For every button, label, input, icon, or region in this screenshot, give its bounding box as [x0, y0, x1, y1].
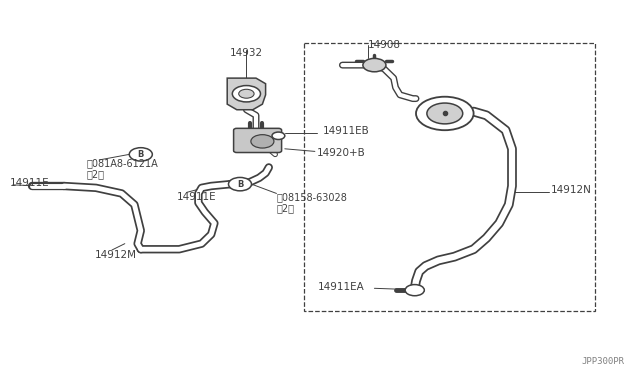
Text: 14908: 14908 — [367, 40, 401, 50]
Text: JPP300PR: JPP300PR — [581, 357, 624, 366]
FancyBboxPatch shape — [234, 128, 282, 153]
Text: 14911EB: 14911EB — [323, 126, 370, 136]
Text: 14911E: 14911E — [10, 178, 49, 188]
Polygon shape — [227, 78, 266, 110]
Circle shape — [251, 135, 274, 148]
FancyBboxPatch shape — [304, 43, 595, 311]
Circle shape — [405, 285, 424, 296]
Circle shape — [363, 58, 386, 72]
Text: 14932: 14932 — [230, 48, 263, 58]
Circle shape — [416, 97, 474, 130]
Text: 14912N: 14912N — [550, 186, 591, 195]
Circle shape — [272, 132, 285, 140]
Circle shape — [228, 177, 252, 191]
Text: （2）: （2） — [276, 203, 294, 214]
Circle shape — [239, 89, 254, 98]
Circle shape — [427, 103, 463, 124]
Text: B: B — [237, 180, 243, 189]
Text: B: B — [138, 150, 144, 159]
Text: （2）: （2） — [86, 169, 104, 179]
Text: 14912M: 14912M — [95, 250, 137, 260]
Text: Ⓑ081A8-6121A: Ⓑ081A8-6121A — [86, 158, 158, 168]
Text: 14911E: 14911E — [177, 192, 217, 202]
Text: Ⓑ08158-63028: Ⓑ08158-63028 — [276, 192, 348, 202]
Circle shape — [129, 148, 152, 161]
Text: 14911EA: 14911EA — [318, 282, 365, 292]
Circle shape — [232, 86, 260, 102]
Text: 14920+B: 14920+B — [317, 148, 365, 157]
